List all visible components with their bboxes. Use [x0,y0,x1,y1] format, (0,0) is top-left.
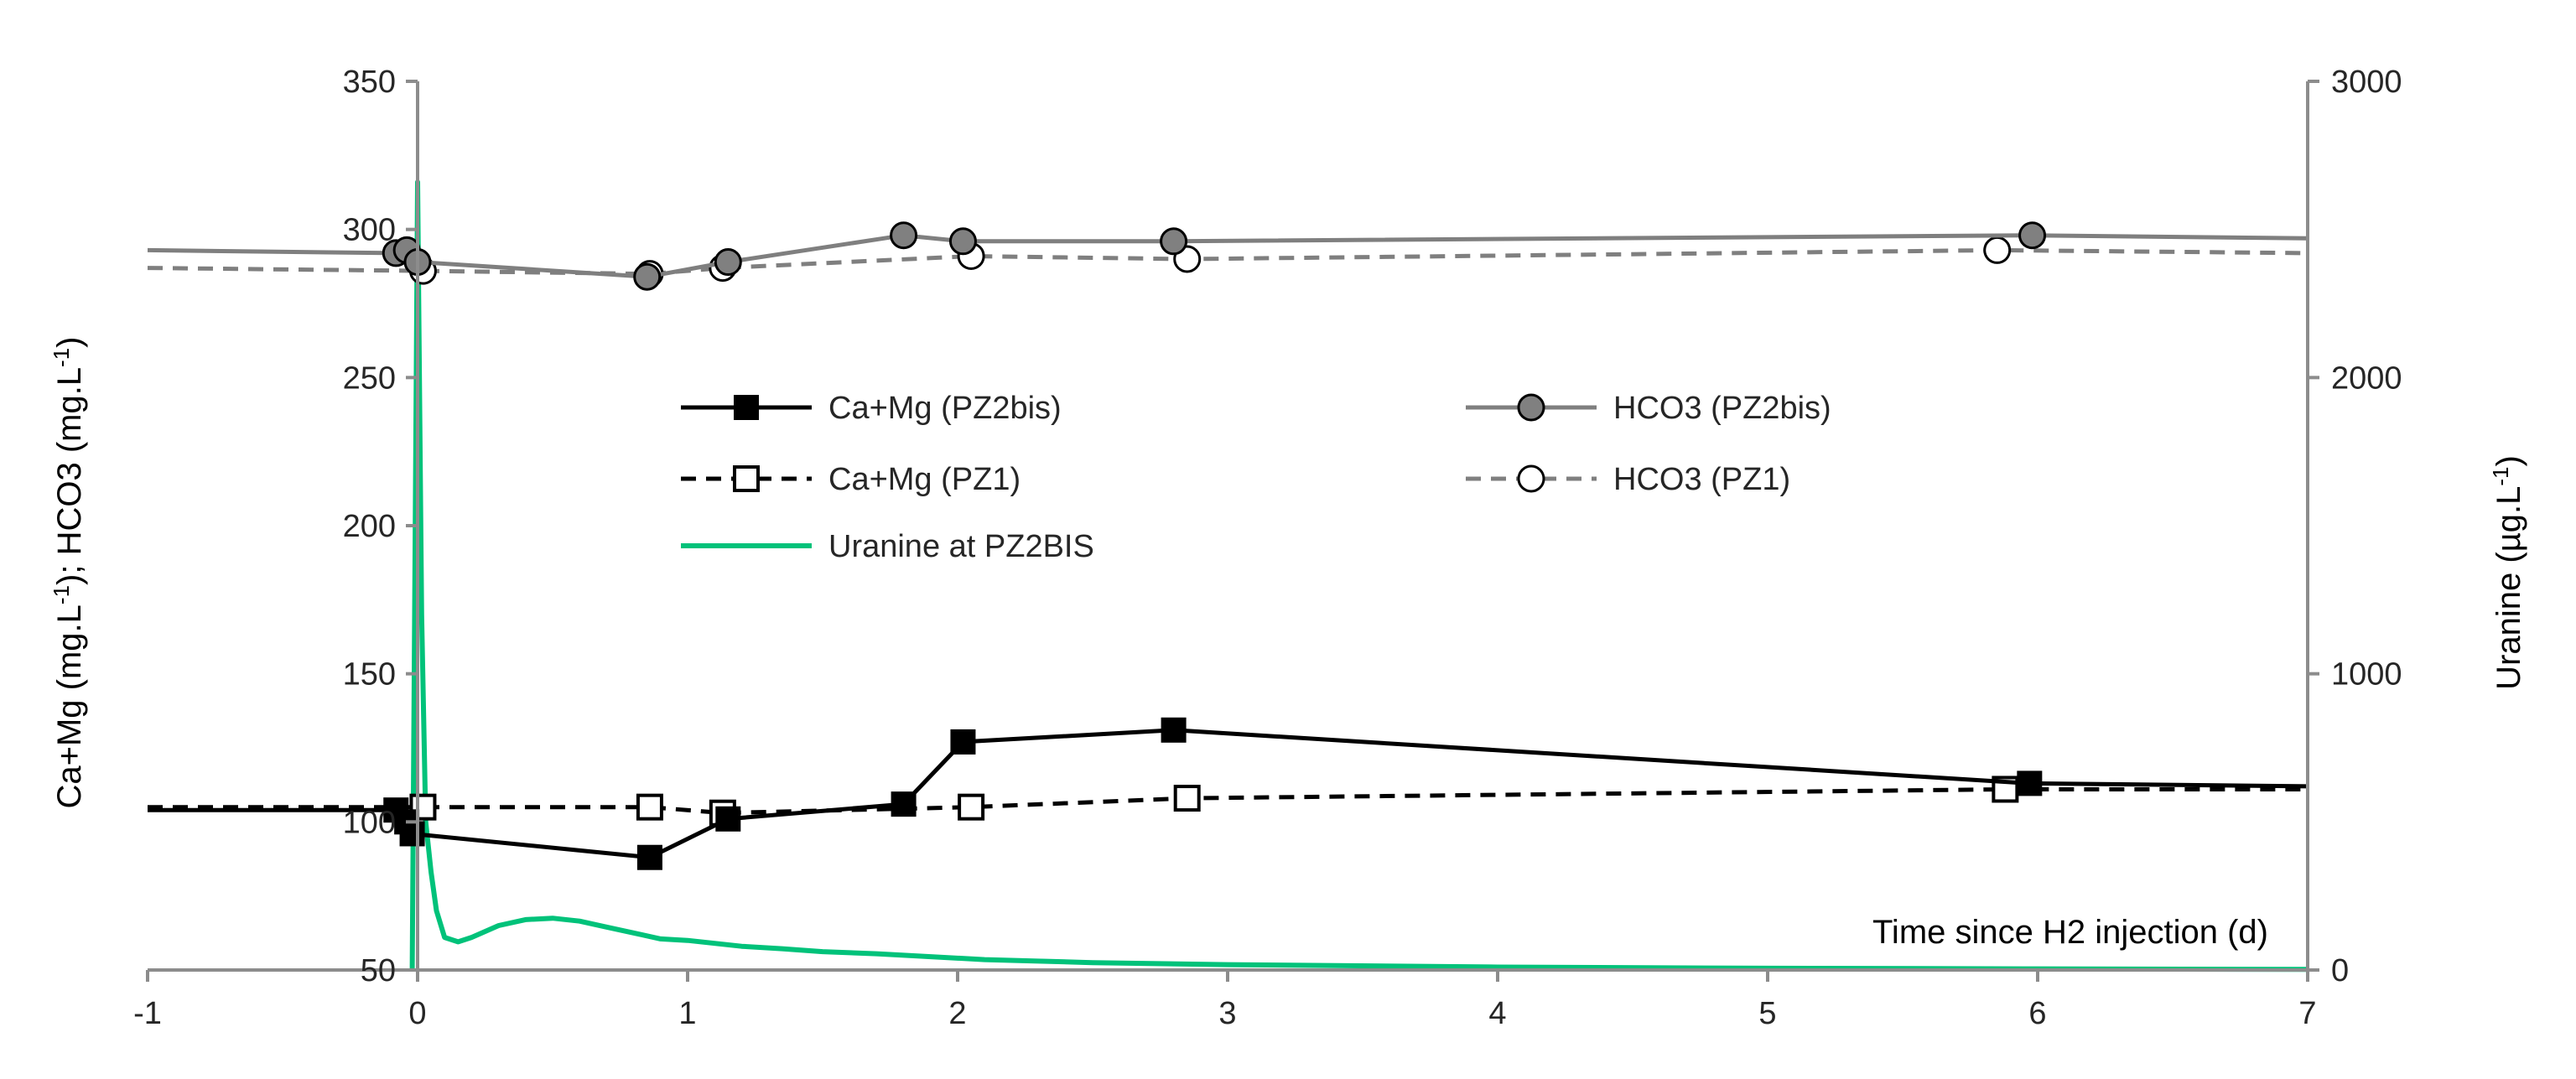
axes-layer [146,80,2319,982]
y-axis-left-title: Ca+Mg (mg.L-1); HCO3 (mg.L-1) [49,336,88,808]
y-axis-left-title-part-1: Ca+Mg (mg.L [51,604,88,808]
x-tick-label: 2 [948,996,966,1031]
series-ca-mg-pz1 [148,776,2308,827]
x-tick-label: -1 [133,996,162,1031]
data-point-ca-mg-pz2bis [636,844,662,870]
x-tick-label: 6 [2028,996,2046,1031]
series-line-hco3-pz2bis [147,233,2309,279]
legend-swatch-marker [733,465,760,492]
series-line-ca-mg-pz1 [148,787,2308,816]
legend-swatch-marker [734,395,759,420]
y-axis-right-title-part-2: ) [2490,455,2527,466]
legend-item-uranine-at-pz2bis: Uranine at PZ2BIS [681,529,1094,564]
legend: Ca+Mg (PZ2bis) HCO3 (PZ2bis) Ca+Mg (PZ1) HC… [681,391,1831,564]
series-hco3-pz1 [147,236,2309,288]
x-tick-label: 1 [678,996,696,1031]
data-point-hco3-pz2bis [2018,221,2047,250]
data-point-ca-mg-pz2bis [891,791,917,817]
legend-label: HCO3 (PZ1) [1613,462,1790,497]
y-right-tick-label: 3000 [2331,65,2402,100]
x-tick-label: 5 [1758,996,1776,1031]
x-tick-label: 7 [2298,996,2316,1031]
y-axis-right-title-part-1: Uranine (µg.L [2490,486,2527,690]
y-right-tick-label: 0 [2331,953,2349,988]
legend-item-hco3-pz1: HCO3 (PZ1) [1466,462,1790,497]
data-point-ca-mg-pz2bis [1161,717,1187,743]
y-axis-right-title: Uranine (µg.L-1) [2488,455,2527,690]
legend-item-hco3-pz2bis: HCO3 (PZ2bis) [1466,391,1831,426]
data-point-ca-mg-pz1 [958,793,985,821]
y-left-tick-label: 50 [361,953,396,988]
legend-label: Uranine at PZ2BIS [828,529,1094,564]
y-axis-left-title-part-2: ); HCO3 (mg.L [51,367,88,585]
x-tick-label: 4 [1488,996,1506,1031]
y-left-tick-label: 150 [343,657,396,693]
data-point-ca-mg-pz1 [1173,785,1201,812]
y-axis-left-title-part-3: ) [51,336,88,347]
data-point-ca-mg-pz2bis [950,729,976,755]
legend-label: Ca+Mg (PZ1) [828,462,1021,497]
series-line-hco3-pz1 [147,247,2309,277]
data-point-hco3-pz2bis [1160,227,1188,256]
x-tick-label: 3 [1218,996,1236,1031]
y-right-tick-label: 2000 [2331,361,2402,396]
legend-swatch-marker [1517,464,1545,493]
tick-labels: -1 0 1 2 3 4 5 6 7 50 100 150 200 250 300 350 0 1000 2000 3… [133,65,2402,1031]
legend-item-ca-mg-pz1: Ca+Mg (PZ1) [681,462,1021,497]
data-point-hco3-pz2bis [890,221,918,250]
series-uranine-at-pz2bis [409,179,2309,973]
series-ca-mg-pz2bis [148,717,2309,870]
y-axis-left-title-superscript-2: -1 [49,348,74,367]
x-tick-label: 0 [408,996,426,1031]
series-line-uranine-at-pz2bis [409,179,2309,973]
y-left-tick-label: 250 [343,361,396,396]
y-right-tick-label: 1000 [2331,657,2402,693]
data-point-hco3-pz2bis [714,248,742,277]
series-layer [147,179,2309,973]
y-axis-left-title-superscript-1: -1 [49,585,74,604]
x-axis-title: Time since H2 injection (d) [1872,914,2268,951]
legend-item-ca-mg-pz2bis: Ca+Mg (PZ2bis) [681,391,1062,426]
y-left-tick-label: 100 [343,805,396,840]
y-left-tick-label: 350 [343,65,396,100]
y-left-tick-label: 300 [343,213,396,248]
legend-label: HCO3 (PZ2bis) [1613,391,1831,426]
y-left-tick-label: 200 [343,509,396,544]
series-line-ca-mg-pz2bis [148,728,2309,860]
legend-label: Ca+Mg (PZ2bis) [828,391,1062,426]
data-point-ca-mg-pz2bis [2017,770,2043,796]
data-point-ca-mg-pz2bis [715,806,741,832]
data-point-hco3-pz2bis [948,227,977,256]
data-point-hco3-pz2bis [633,262,662,291]
data-point-ca-mg-pz1 [636,793,663,821]
legend-swatch-marker [1517,393,1545,422]
data-point-hco3-pz1 [1983,236,2012,264]
series-hco3-pz2bis [147,221,2309,291]
y-axis-right-title-superscript: -1 [2488,467,2513,486]
data-point-ca-mg-pz2bis [399,821,425,847]
